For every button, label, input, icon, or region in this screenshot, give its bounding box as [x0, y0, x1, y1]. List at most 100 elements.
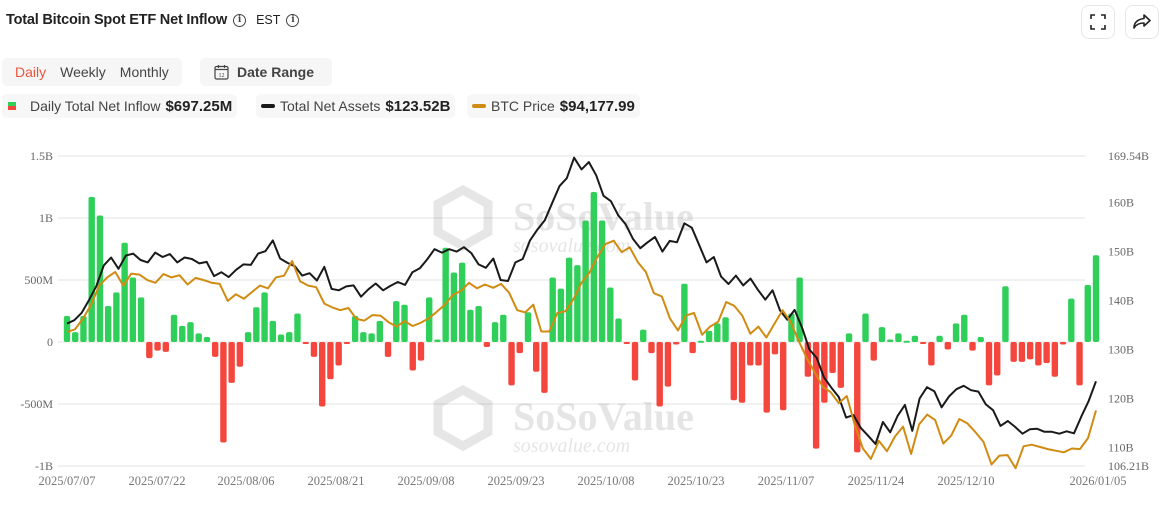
inflow-bar[interactable] — [1084, 284, 1091, 342]
inflow-bar[interactable] — [631, 342, 639, 381]
inflow-bar[interactable] — [656, 342, 663, 407]
inflow-bar[interactable] — [137, 297, 145, 342]
inflow-bar[interactable] — [1018, 342, 1026, 362]
inflow-bar[interactable] — [812, 342, 820, 449]
inflow-bar[interactable] — [154, 342, 161, 351]
inflow-bar[interactable] — [104, 306, 112, 342]
inflow-bar[interactable] — [203, 337, 211, 342]
inflow-bar[interactable] — [862, 313, 869, 342]
inflow-bar[interactable] — [985, 342, 993, 386]
inflow-bar[interactable] — [919, 342, 927, 344]
inflow-bar[interactable] — [994, 342, 1001, 376]
inflow-bar[interactable] — [63, 315, 71, 342]
inflow-bar[interactable] — [928, 342, 935, 366]
inflow-bar[interactable] — [936, 335, 943, 342]
inflow-bar[interactable] — [845, 333, 853, 342]
inflow-bar[interactable] — [88, 196, 95, 342]
inflow-bar[interactable] — [491, 322, 499, 342]
inflow-bar[interactable] — [763, 342, 770, 413]
inflow-bar[interactable] — [434, 339, 441, 342]
inflow-bar[interactable] — [714, 323, 721, 342]
inflow-bar[interactable] — [508, 342, 515, 386]
inflow-bar[interactable] — [697, 340, 705, 343]
inflow-bar[interactable] — [895, 333, 902, 342]
inflow-bar[interactable] — [854, 342, 861, 453]
inflow-bar[interactable] — [1076, 342, 1083, 386]
legend-item-btc-price[interactable]: BTC Price $94,177.99 — [467, 94, 640, 118]
inflow-bar[interactable] — [236, 342, 244, 367]
inflow-bar[interactable] — [195, 333, 202, 342]
inflow-bar[interactable] — [294, 313, 301, 342]
date-range-button[interactable]: 12 Date Range — [200, 58, 332, 86]
inflow-bar[interactable] — [533, 342, 540, 372]
inflow-bar[interactable] — [615, 318, 622, 342]
inflow-bar[interactable] — [640, 329, 647, 342]
inflow-bar[interactable] — [393, 301, 400, 342]
inflow-bar[interactable] — [516, 342, 523, 354]
inflow-bar[interactable] — [450, 272, 458, 342]
inflow-bar[interactable] — [286, 332, 293, 342]
inflow-bar[interactable] — [244, 332, 252, 342]
inflow-bar[interactable] — [228, 342, 235, 383]
inflow-bar[interactable] — [672, 342, 680, 345]
inflow-bar[interactable] — [401, 304, 408, 342]
timezone-info-icon[interactable]: i — [286, 13, 300, 27]
inflow-bar[interactable] — [475, 306, 482, 342]
share-button[interactable] — [1125, 5, 1159, 39]
inflow-bar[interactable] — [409, 342, 416, 371]
inflow-bar[interactable] — [870, 342, 877, 361]
inflow-bar[interactable] — [1010, 342, 1017, 362]
inflow-bar[interactable] — [738, 342, 746, 403]
inflow-bar[interactable] — [648, 342, 655, 354]
inflow-bar[interactable] — [170, 314, 178, 342]
inflow-bar[interactable] — [376, 320, 384, 342]
inflow-bar[interactable] — [121, 242, 128, 342]
inflow-bar[interactable] — [261, 292, 268, 342]
inflow-bar[interactable] — [598, 220, 606, 342]
inflow-bar[interactable] — [1043, 342, 1050, 364]
inflow-bar[interactable] — [483, 342, 491, 347]
inflow-bar[interactable] — [1002, 286, 1009, 342]
inflow-bar[interactable] — [351, 315, 359, 342]
inflow-bar[interactable] — [911, 335, 919, 342]
inflow-bar[interactable] — [269, 320, 276, 342]
inflow-bar[interactable] — [113, 292, 120, 342]
inflow-bar[interactable] — [590, 191, 598, 342]
inflow-bar[interactable] — [689, 342, 696, 354]
inflow-bar[interactable] — [664, 342, 672, 387]
inflow-bar[interactable] — [129, 277, 137, 342]
inflow-bar[interactable] — [458, 262, 466, 342]
inflow-bar[interactable] — [162, 342, 169, 352]
tab-daily[interactable]: Daily — [15, 64, 47, 80]
inflow-bar[interactable] — [310, 342, 318, 357]
inflow-bar[interactable] — [977, 337, 984, 342]
inflow-bar[interactable] — [944, 342, 952, 350]
inflow-bar[interactable] — [368, 333, 375, 342]
tab-weekly[interactable]: Weekly — [60, 64, 106, 80]
inflow-bar[interactable] — [179, 325, 186, 342]
inflow-bar[interactable] — [335, 342, 342, 366]
inflow-bar[interactable] — [779, 342, 787, 411]
inflow-bar[interactable] — [500, 314, 507, 342]
inflow-bar[interactable] — [1059, 342, 1067, 345]
inflow-bar[interactable] — [384, 342, 392, 357]
inflow-bar[interactable] — [549, 277, 556, 342]
inflow-bar[interactable] — [1026, 342, 1034, 360]
inflow-bar[interactable] — [887, 339, 894, 342]
inflow-bar[interactable] — [969, 342, 976, 351]
inflow-bar[interactable] — [771, 342, 779, 355]
inflow-bar[interactable] — [467, 309, 474, 342]
inflow-bar[interactable] — [829, 342, 836, 373]
inflow-bar[interactable] — [327, 342, 334, 380]
inflow-bar[interactable] — [952, 323, 960, 342]
inflow-bar[interactable] — [878, 327, 886, 342]
inflow-bar[interactable] — [582, 220, 589, 342]
fullscreen-button[interactable] — [1081, 5, 1115, 39]
inflow-bar[interactable] — [1035, 342, 1042, 366]
inflow-bar[interactable] — [80, 315, 87, 342]
inflow-bar[interactable] — [705, 330, 713, 342]
inflow-bar[interactable] — [837, 342, 845, 388]
inflow-bar[interactable] — [557, 288, 565, 342]
inflow-bar[interactable] — [96, 215, 104, 342]
info-icon[interactable]: i — [233, 13, 247, 27]
